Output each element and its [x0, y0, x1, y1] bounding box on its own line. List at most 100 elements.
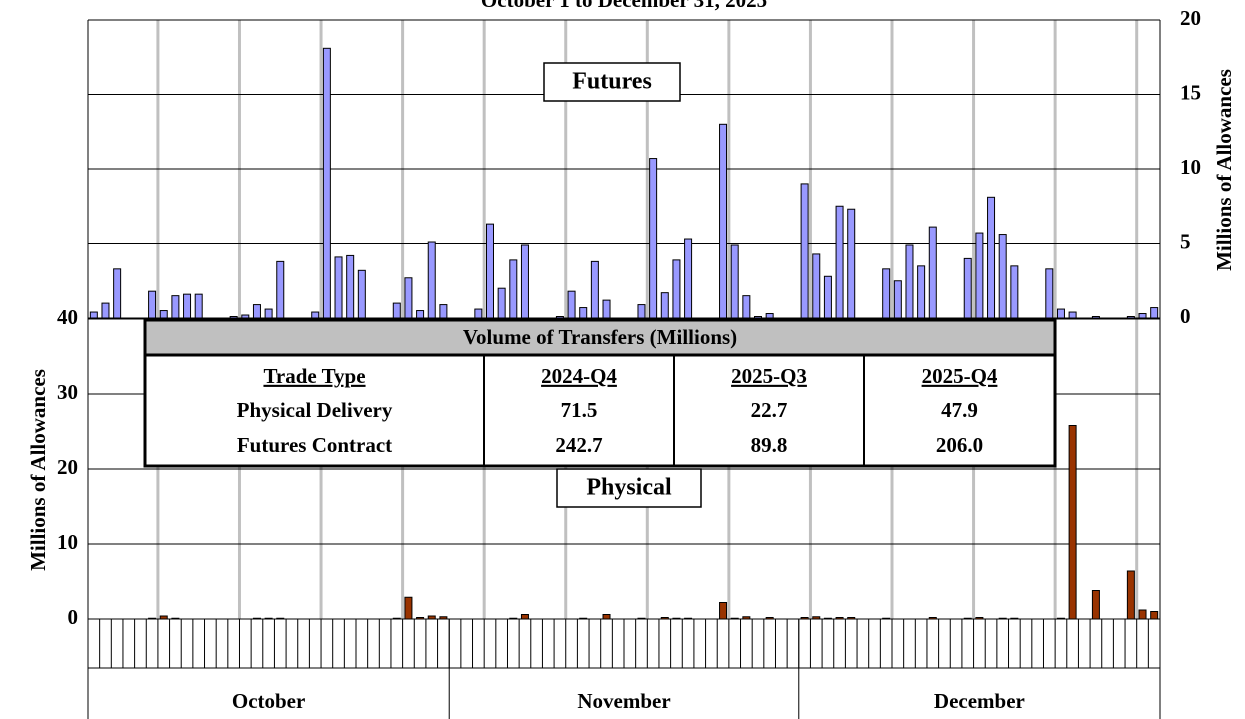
- bar: [1091, 316, 1100, 319]
- bar: [637, 304, 646, 319]
- bar: [590, 260, 599, 319]
- bar: [1150, 611, 1159, 620]
- bar: [427, 615, 436, 620]
- bar: [346, 254, 355, 319]
- bar: [579, 307, 588, 319]
- bar: [264, 308, 273, 319]
- bar: [905, 244, 914, 319]
- bar: [1138, 609, 1147, 620]
- series-label: Futures: [572, 69, 652, 95]
- y2-axis-label: Millions of Allowances: [1212, 69, 1236, 271]
- y-tick-label: 10: [57, 530, 78, 554]
- bar: [975, 617, 984, 620]
- bar: [719, 602, 728, 620]
- chart-title: October 1 to December 31, 2025: [481, 0, 767, 12]
- bar: [1126, 316, 1135, 319]
- bar: [754, 316, 762, 319]
- bar: [311, 311, 320, 319]
- bar: [928, 617, 937, 620]
- series-label-box: [543, 62, 681, 102]
- table-column-header: 2025-Q3: [731, 364, 807, 388]
- bar: [416, 617, 425, 620]
- bar: [835, 205, 844, 319]
- bar: [567, 290, 576, 319]
- table-cell: Physical Delivery: [237, 398, 393, 422]
- bar: [602, 299, 611, 319]
- x-tick-label: October: [232, 689, 305, 713]
- bar: [1056, 308, 1065, 319]
- bar: [509, 617, 518, 620]
- bar: [1068, 311, 1077, 319]
- table-cell: 242.7: [555, 433, 602, 457]
- bar: [276, 260, 285, 319]
- bar: [509, 259, 518, 319]
- bar: [1010, 617, 1019, 620]
- bar: [427, 241, 436, 319]
- bar: [392, 617, 401, 620]
- table-column-header: 2024-Q4: [541, 364, 617, 388]
- bar: [987, 196, 996, 319]
- bar: [812, 253, 821, 319]
- bar: [1150, 307, 1159, 319]
- y-tick-label: 30: [57, 380, 78, 404]
- bar: [1045, 268, 1054, 319]
- y-axis-label: Millions of Allowances: [26, 369, 50, 571]
- bar: [660, 292, 669, 319]
- table-cell: 22.7: [751, 398, 788, 422]
- bar: [800, 617, 809, 620]
- y-tick-label: 40: [57, 305, 78, 329]
- table-cell: 206.0: [936, 433, 983, 457]
- bar: [101, 302, 110, 319]
- y2-tick-label: 15: [1180, 80, 1201, 104]
- bar: [404, 277, 413, 319]
- bar: [963, 257, 972, 319]
- bar: [765, 617, 774, 620]
- bar: [998, 617, 1007, 620]
- bar: [835, 617, 844, 620]
- bar: [1010, 265, 1019, 319]
- series-label-box: [556, 468, 702, 508]
- bar: [579, 617, 588, 620]
- y2-tick-label: 20: [1180, 6, 1201, 30]
- bar: [183, 293, 192, 319]
- bar: [1091, 590, 1100, 620]
- bar: [1126, 570, 1135, 620]
- bar: [357, 269, 366, 319]
- table-cell: Futures Contract: [237, 433, 392, 457]
- bar: [882, 617, 891, 620]
- bar: [555, 316, 564, 319]
- table-header: [143, 318, 1057, 357]
- table-column-header: Trade Type: [263, 364, 365, 388]
- bar: [742, 616, 751, 620]
- bar: [730, 617, 739, 620]
- bar: [684, 238, 693, 319]
- bar: [672, 617, 681, 620]
- bar: [719, 123, 728, 319]
- table-cell: 71.5: [561, 398, 598, 422]
- bar: [252, 304, 261, 319]
- bar: [322, 47, 331, 319]
- bar: [520, 244, 529, 319]
- bar: [765, 313, 774, 319]
- bar: [602, 614, 611, 620]
- bar: [917, 265, 926, 319]
- bar: [439, 304, 448, 319]
- bar: [928, 226, 937, 319]
- bar: [148, 617, 157, 620]
- bar: [637, 617, 646, 620]
- bar: [823, 617, 832, 620]
- bar: [1068, 425, 1077, 620]
- y2-tick-label: 10: [1180, 155, 1201, 179]
- y2-tick-label: 0: [1180, 304, 1191, 328]
- bar: [975, 232, 984, 319]
- bar: [497, 287, 506, 319]
- bar: [963, 617, 972, 620]
- bar: [252, 617, 261, 620]
- bar: [893, 280, 902, 319]
- bar: [847, 208, 856, 319]
- bar: [229, 316, 238, 319]
- bar: [148, 290, 157, 319]
- bar: [159, 310, 168, 319]
- bar: [660, 617, 669, 620]
